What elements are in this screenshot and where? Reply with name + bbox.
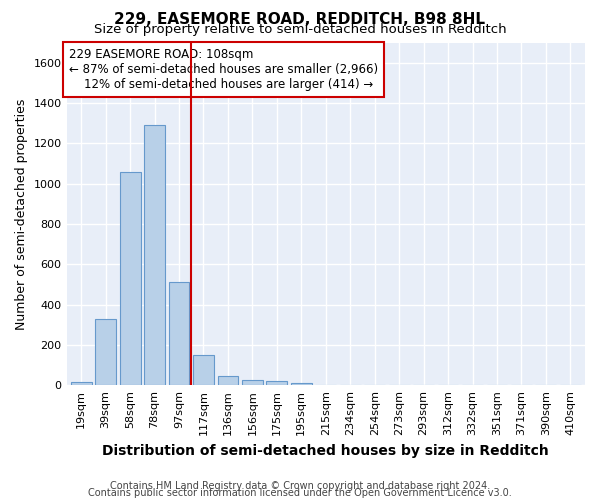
- Bar: [144, 125, 165, 386]
- Bar: [218, 376, 238, 386]
- Bar: [169, 282, 190, 386]
- Bar: [193, 355, 214, 386]
- Text: 229, EASEMORE ROAD, REDDITCH, B98 8HL: 229, EASEMORE ROAD, REDDITCH, B98 8HL: [115, 12, 485, 28]
- Bar: [316, 384, 336, 386]
- Bar: [120, 172, 140, 386]
- Y-axis label: Number of semi-detached properties: Number of semi-detached properties: [15, 98, 28, 330]
- Bar: [95, 319, 116, 386]
- Text: Contains public sector information licensed under the Open Government Licence v3: Contains public sector information licen…: [88, 488, 512, 498]
- Bar: [242, 380, 263, 386]
- X-axis label: Distribution of semi-detached houses by size in Redditch: Distribution of semi-detached houses by …: [103, 444, 549, 458]
- Bar: [266, 382, 287, 386]
- Bar: [71, 382, 92, 386]
- Text: Size of property relative to semi-detached houses in Redditch: Size of property relative to semi-detach…: [94, 22, 506, 36]
- Bar: [291, 384, 312, 386]
- Text: Contains HM Land Registry data © Crown copyright and database right 2024.: Contains HM Land Registry data © Crown c…: [110, 481, 490, 491]
- Text: 229 EASEMORE ROAD: 108sqm
← 87% of semi-detached houses are smaller (2,966)
    : 229 EASEMORE ROAD: 108sqm ← 87% of semi-…: [69, 48, 378, 90]
